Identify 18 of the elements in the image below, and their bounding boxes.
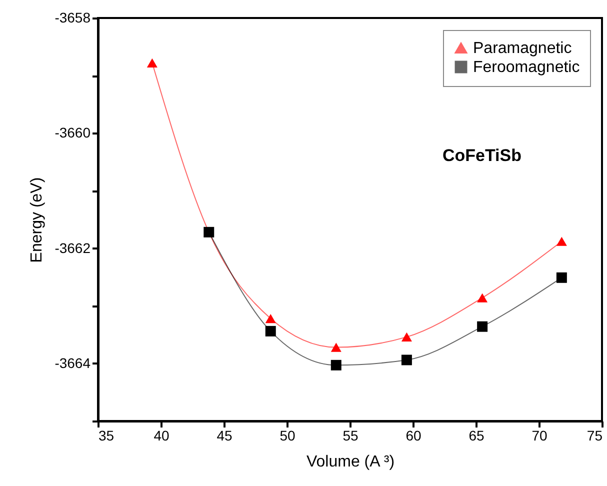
- y-tick-label: -3658: [54, 10, 91, 26]
- y-tick-label: -3664: [54, 354, 91, 371]
- x-tick-label: 45: [216, 428, 232, 444]
- x-tick-label: 50: [280, 428, 296, 444]
- legend-label: Feroomagnetic: [473, 59, 580, 76]
- legend-label: Paramagnetic: [473, 40, 572, 57]
- y-tick-label: -3660: [54, 124, 91, 141]
- y-axis-title: Energy (eV): [28, 177, 46, 263]
- x-tick-label: 70: [532, 428, 548, 444]
- x-tick-label: 75: [586, 428, 603, 444]
- x-tick-label: 55: [342, 428, 358, 444]
- x-tick-label: 40: [154, 428, 170, 444]
- annotation: CoFeTiSb: [442, 146, 522, 165]
- x-axis-title: Volume (A ³): [306, 454, 395, 470]
- x-tick-label: 35: [98, 428, 114, 444]
- y-tick-label: -3662: [54, 240, 91, 256]
- x-tick-label: 65: [468, 428, 484, 444]
- x-tick-label: 60: [406, 428, 422, 444]
